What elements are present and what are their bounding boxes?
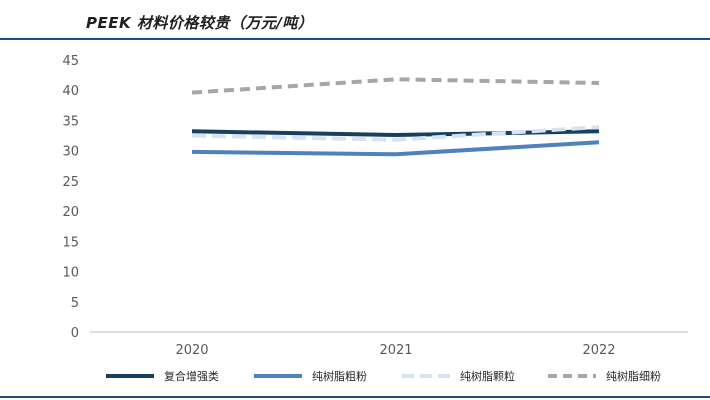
top-divider bbox=[0, 38, 710, 40]
legend-label: 纯树脂粗粉 bbox=[312, 369, 367, 383]
legend-label: 复合增强类 bbox=[164, 369, 219, 383]
x-tick-label: 2021 bbox=[379, 343, 412, 358]
y-tick-label: 20 bbox=[62, 205, 79, 220]
y-tick-label: 10 bbox=[62, 266, 79, 281]
series-line-1 bbox=[191, 129, 600, 137]
y-tick-label: 35 bbox=[62, 114, 79, 129]
y-tick-label: 25 bbox=[62, 175, 79, 190]
y-tick-label: 30 bbox=[62, 145, 79, 160]
y-tick-label: 5 bbox=[71, 296, 79, 311]
legend-label: 纯树脂颗粒 bbox=[460, 369, 515, 383]
chart-title: PEEK 材料价格较贵（万元/吨） bbox=[86, 14, 314, 32]
bottom-divider bbox=[0, 396, 710, 398]
y-tick-label: 0 bbox=[71, 326, 79, 341]
x-tick-label: 2020 bbox=[175, 343, 208, 358]
series-line-3 bbox=[191, 125, 600, 142]
chart-axes: 0 5 10 15 20 25 30 35 40 45 2020 2021 2022 bbox=[62, 54, 688, 358]
series-line-2 bbox=[191, 140, 600, 157]
legend-label: 纯树脂细粉 bbox=[606, 369, 661, 383]
series-line-4 bbox=[191, 77, 600, 95]
series-layer bbox=[191, 77, 600, 157]
x-tick-label: 2022 bbox=[582, 343, 615, 358]
y-tick-label: 45 bbox=[62, 54, 79, 69]
y-tick-label: 15 bbox=[62, 235, 79, 250]
chart-legend: 复合增强类 纯树脂粗粉 纯树脂颗粒 纯树脂细粉 bbox=[106, 369, 661, 383]
y-tick-label: 40 bbox=[62, 84, 79, 99]
